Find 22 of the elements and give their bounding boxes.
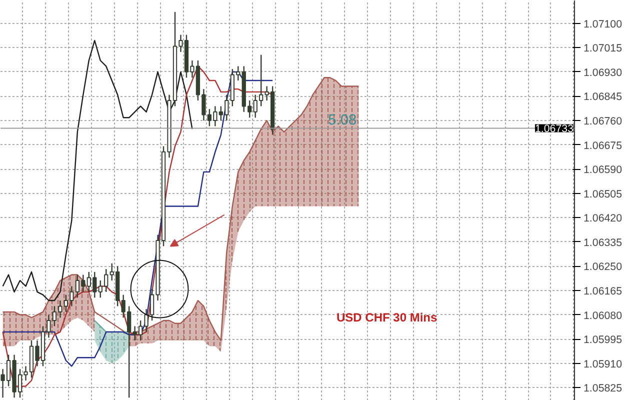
y-tick-label: 1.06760 [584,116,622,128]
y-tick-label: 1.05910 [584,358,622,370]
y-tick-label: 1.05995 [584,334,622,346]
y-tick-label: 1.06590 [584,164,622,176]
y-tick-label: 1.06250 [584,261,622,274]
y-tick-label: 1.07100 [584,18,622,30]
annotation: USD CHF 30 Mins [336,310,438,324]
candlestick [259,54,264,107]
y-tick-label: 1.05825 [584,382,622,395]
y-tick-label: 1.06420 [584,212,622,225]
candlestick [253,94,258,118]
y-tick-label: 1.06675 [584,140,622,152]
line-series [2,40,193,302]
y-tick-label: 1.06505 [584,188,622,200]
y-tick-label: 1.06930 [584,66,622,79]
y-tick-label: 1.06845 [584,91,622,104]
y-tick-label: 1.06080 [584,310,622,322]
y-tick-label: 1.06335 [584,236,622,249]
ref-line-label: 1.06733 [534,123,574,136]
annotation: 5.08 [328,112,357,128]
y-tick-label: 1.07015 [584,42,622,55]
y-tick-label: 1.06165 [584,286,622,298]
